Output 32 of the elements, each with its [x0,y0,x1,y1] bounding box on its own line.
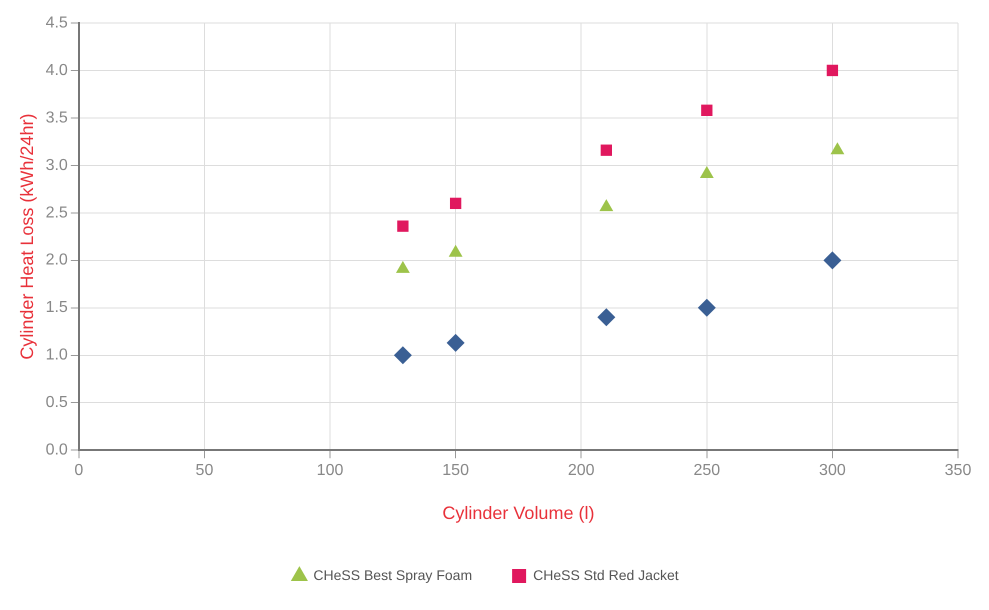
point [450,198,462,210]
y-tick-label: 0.0 [46,442,68,459]
x-tick-label: 300 [819,462,846,480]
point [397,220,409,232]
point [823,251,842,270]
point [597,308,616,326]
y-tick-label: 2.5 [46,204,68,222]
x-tick-label: 0 [74,462,84,480]
y-tick-label: 4.5 [46,14,68,32]
y-tick-label: 1.5 [46,299,68,316]
point [394,346,412,364]
y-tick-label: 4.0 [46,62,68,79]
point [446,334,465,352]
legend-label: CHeSS Best Spray Foam [313,566,472,583]
x-tick-label: 350 [944,462,972,480]
x-tick-label: 200 [568,462,595,480]
point [698,298,716,317]
x-axis-title: Cylinder Volume (l) [442,503,594,524]
y-tick-label: 0.5 [46,394,68,412]
legend-label: CHeSS Std Red Jacket [533,566,679,583]
y-tick-label: 3.5 [46,109,68,126]
x-tick-label: 150 [442,462,470,480]
point [826,64,838,76]
x-tick-label: 50 [196,462,214,480]
y-tick-label: 3.0 [46,156,68,174]
y-tick-label: 1.0 [46,346,68,364]
y-axis-title: Cylinder Heat Loss (kWh/24hr) [16,114,37,360]
point [701,104,712,116]
x-tick-label: 250 [693,462,720,480]
y-tick-label: 2.0 [46,252,68,269]
point [600,144,612,156]
x-tick-label: 100 [316,462,344,480]
